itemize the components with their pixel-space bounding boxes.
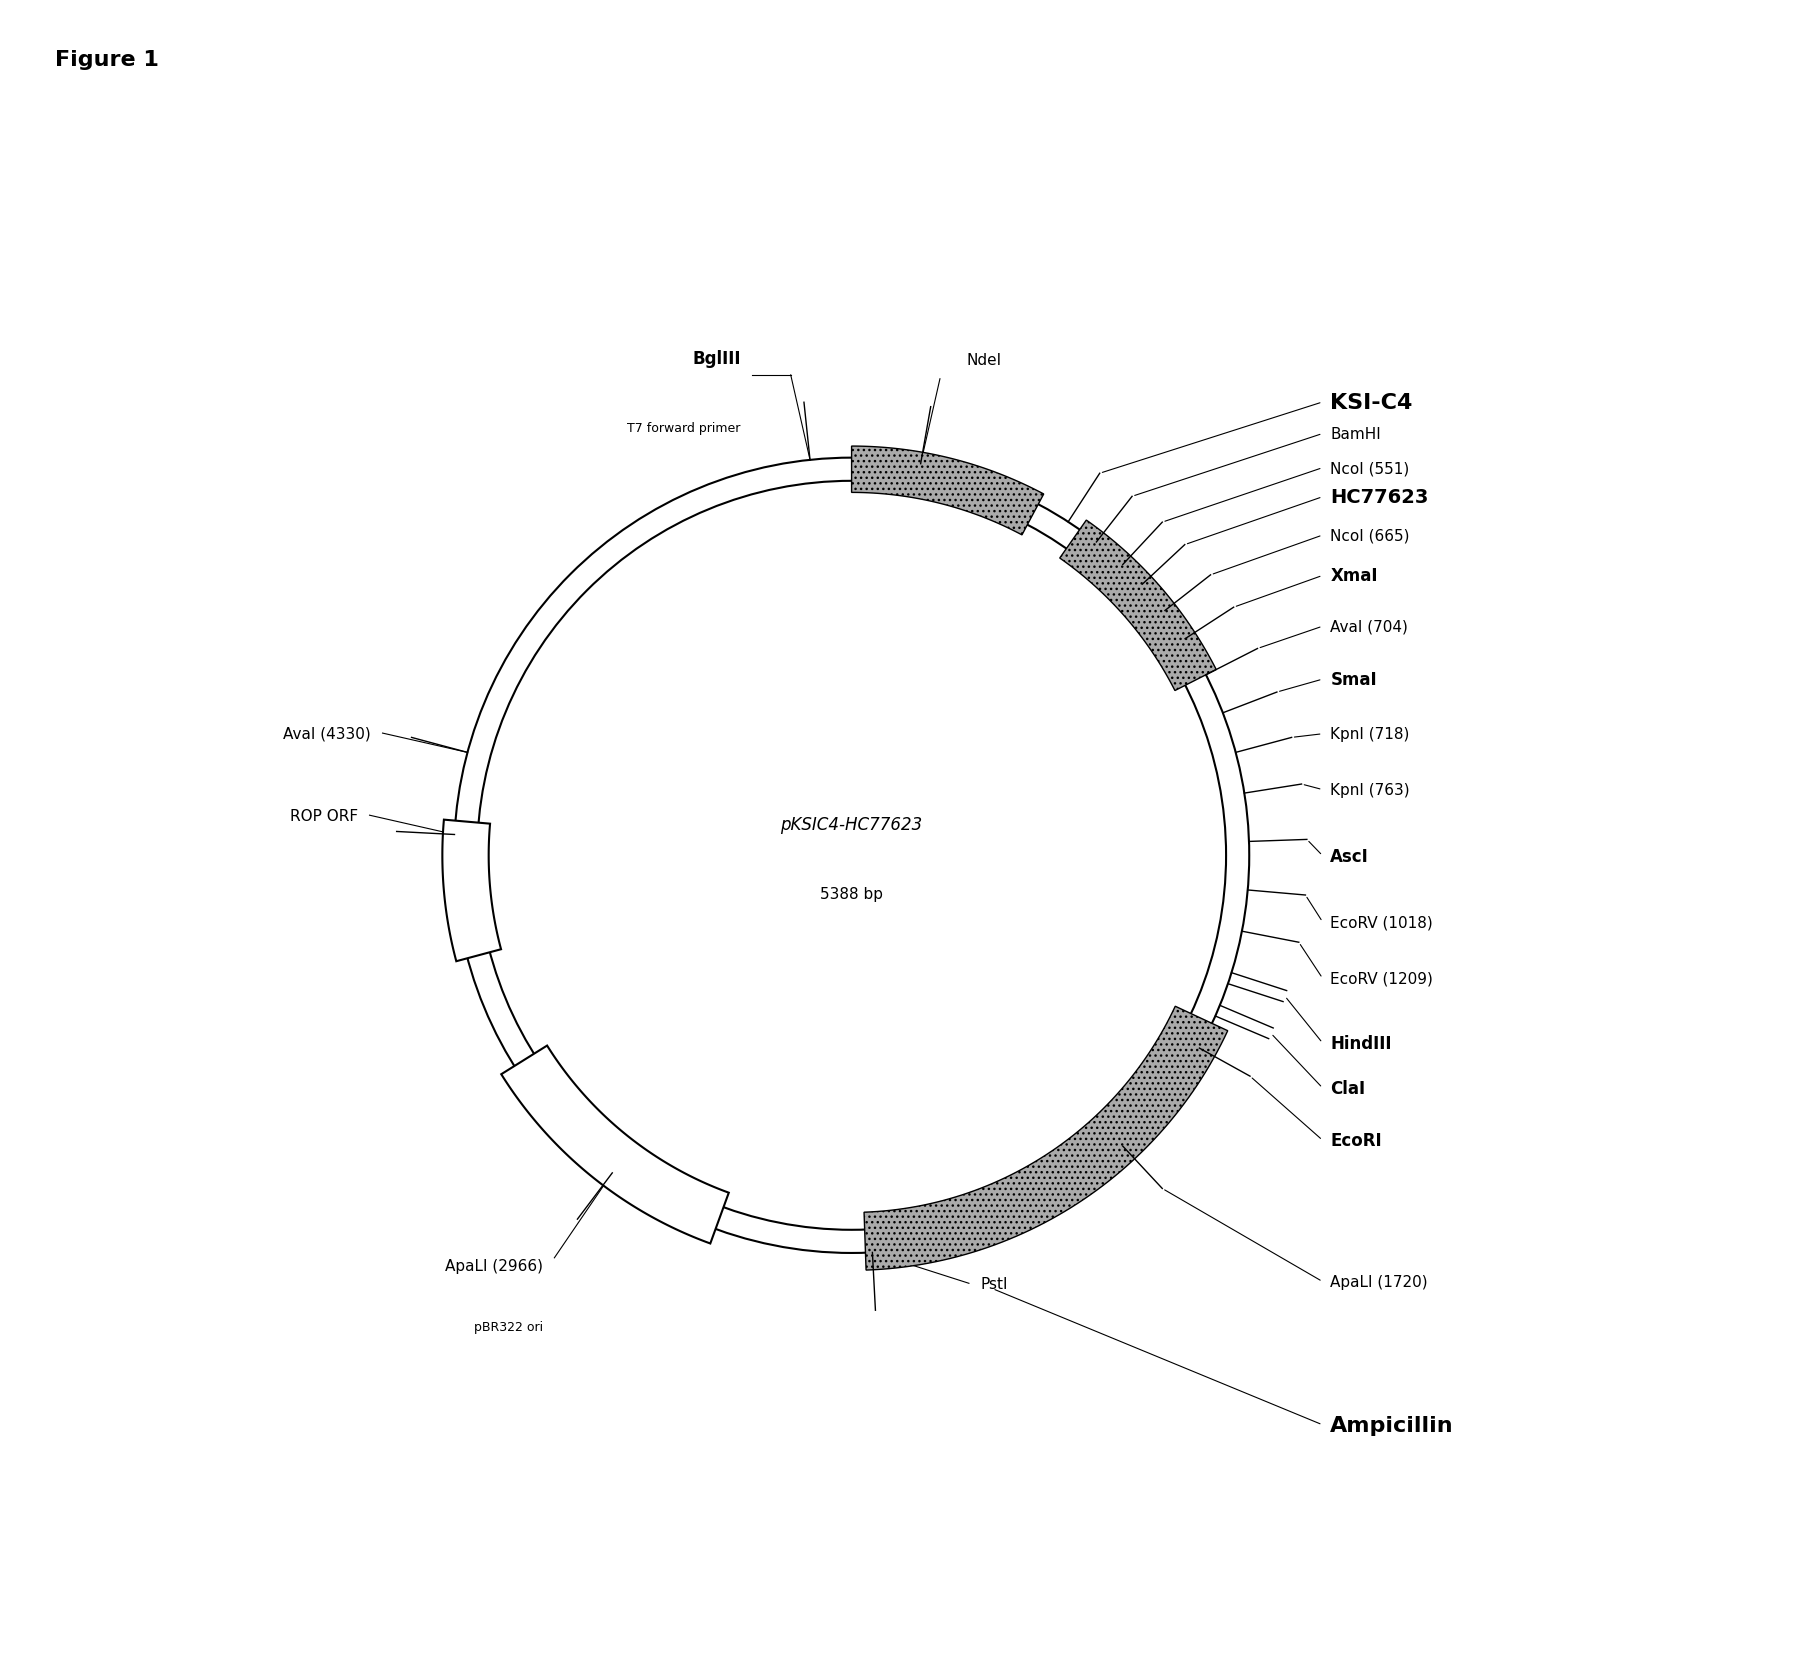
Text: BglIII: BglIII (691, 350, 740, 368)
Text: ApaLI (1720): ApaLI (1720) (1330, 1275, 1428, 1290)
Polygon shape (502, 1046, 729, 1243)
Text: Figure 1: Figure 1 (55, 50, 158, 70)
Text: T7 forward primer: T7 forward primer (628, 422, 740, 435)
Text: NcoI (551): NcoI (551) (1330, 460, 1410, 475)
Polygon shape (864, 1007, 1228, 1270)
Text: XmaI: XmaI (1330, 567, 1377, 586)
Text: NcoI (665): NcoI (665) (1330, 529, 1410, 544)
Text: EcoRV (1018): EcoRV (1018) (1330, 915, 1433, 930)
Text: KpnI (718): KpnI (718) (1330, 726, 1410, 741)
Text: ROP ORF: ROP ORF (289, 808, 358, 823)
Text: NdeI: NdeI (968, 353, 1002, 368)
Text: KSI-C4: KSI-C4 (1330, 393, 1413, 413)
Text: pKSIC4-HC77623: pKSIC4-HC77623 (780, 816, 922, 833)
Text: Ampicillin: Ampicillin (1330, 1415, 1453, 1435)
Polygon shape (1060, 520, 1217, 691)
Text: ClaI: ClaI (1330, 1079, 1366, 1097)
Text: ApaLI (2966): ApaLI (2966) (446, 1258, 542, 1273)
Text: EcoRI: EcoRI (1330, 1131, 1382, 1149)
Text: pBR322 ori: pBR322 ori (473, 1320, 542, 1333)
Text: AvaI (4330): AvaI (4330) (284, 726, 371, 741)
Polygon shape (442, 820, 500, 962)
Polygon shape (851, 447, 1044, 535)
Text: EcoRV (1209): EcoRV (1209) (1330, 972, 1433, 987)
Text: AvaI (704): AvaI (704) (1330, 619, 1408, 634)
Text: KpnI (763): KpnI (763) (1330, 783, 1410, 798)
Text: 5388 bp: 5388 bp (820, 887, 882, 902)
Text: AscI: AscI (1330, 847, 1370, 865)
Text: HindIII: HindIII (1330, 1034, 1392, 1052)
Text: BamHI: BamHI (1330, 427, 1381, 442)
Text: PstI: PstI (980, 1276, 1008, 1292)
Text: HC77623: HC77623 (1330, 489, 1428, 507)
Text: SmaI: SmaI (1330, 671, 1377, 689)
